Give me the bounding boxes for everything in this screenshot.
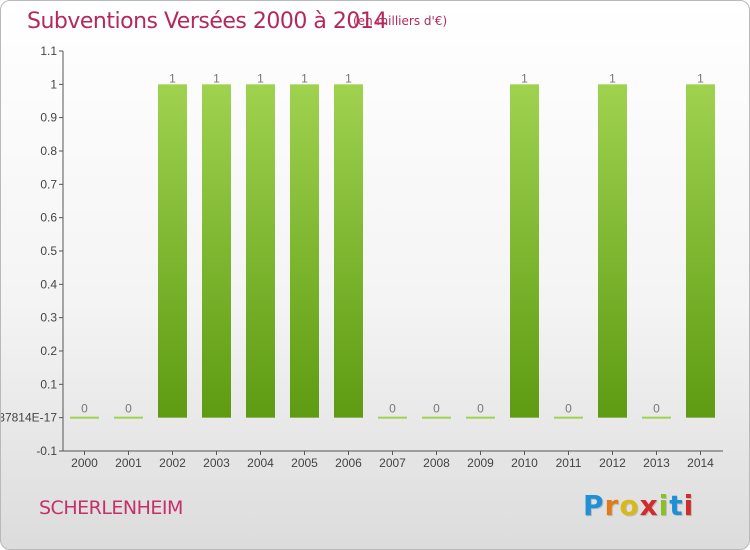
- bar: [642, 416, 671, 419]
- y-tick-label: 0.4: [40, 277, 57, 291]
- x-tick-label: 2002: [159, 456, 186, 470]
- y-tick-label: 0.7: [40, 177, 57, 191]
- y-tick-label: 0.2: [40, 344, 57, 358]
- x-tick-label: 2003: [203, 456, 230, 470]
- x-tick-label: 2008: [423, 456, 450, 470]
- y-tick-label: -0.1: [36, 444, 57, 458]
- commune-name: SCHERLENHEIM: [39, 497, 183, 519]
- bar: [158, 84, 187, 418]
- logo-letter: i: [683, 489, 695, 522]
- logo-letter: o: [619, 489, 640, 522]
- bar: [290, 84, 319, 418]
- data-label: 1: [609, 71, 616, 85]
- bar: [378, 416, 407, 419]
- data-label: 1: [213, 71, 220, 85]
- unit-note: (en milliers d'€): [353, 14, 448, 28]
- x-tick-label: 2013: [643, 456, 670, 470]
- x-tick-label: 2000: [71, 456, 98, 470]
- bar: [114, 416, 143, 419]
- y-tick-label: 0.8: [40, 144, 57, 158]
- data-label: 0: [433, 402, 440, 416]
- x-tick-label: 2005: [291, 456, 318, 470]
- data-label: 1: [257, 71, 264, 85]
- data-label: 1: [301, 71, 308, 85]
- data-label: 0: [81, 402, 88, 416]
- data-label: 0: [477, 402, 484, 416]
- x-tick-label: 2001: [115, 456, 142, 470]
- data-label: 1: [521, 71, 528, 85]
- bar: [554, 416, 583, 419]
- logo-letter: i: [658, 489, 670, 522]
- data-label: 0: [125, 402, 132, 416]
- x-tick-label: 2012: [599, 456, 626, 470]
- y-tick-label: 0.9: [40, 111, 57, 125]
- bar: [510, 84, 539, 418]
- chart-title: Subventions Versées 2000 à 2014: [27, 9, 387, 34]
- bar: [202, 84, 231, 418]
- y-tick-label: 1.1: [40, 44, 57, 58]
- bar: [686, 84, 715, 418]
- bar: [422, 416, 451, 419]
- y-tick-label: 0.6: [40, 211, 57, 225]
- proxiti-logo: Proxiti: [583, 489, 694, 522]
- x-tick-label: 2009: [467, 456, 494, 470]
- y-tick-label: 0.3: [40, 311, 57, 325]
- bar: [246, 84, 275, 418]
- logo-letter: P: [583, 489, 605, 522]
- bar: [334, 84, 363, 418]
- bar: [598, 84, 627, 418]
- x-tick-label: 2011: [556, 456, 582, 470]
- y-tick-label: 1.387814E-17: [1, 411, 57, 425]
- x-tick-label: 2006: [335, 456, 362, 470]
- x-tick-label: 2014: [687, 456, 714, 470]
- y-tick-label: 1: [50, 77, 57, 91]
- data-label: 1: [169, 71, 176, 85]
- data-label: 0: [389, 402, 396, 416]
- bar: [466, 416, 495, 419]
- data-label: 1: [697, 71, 704, 85]
- y-tick-label: 0.1: [40, 377, 57, 391]
- x-tick-label: 2010: [511, 456, 538, 470]
- data-label: 0: [565, 402, 572, 416]
- x-tick-label: 2004: [247, 456, 274, 470]
- x-tick-label: 2007: [379, 456, 406, 470]
- bar: [70, 416, 99, 419]
- logo-letter: r: [604, 489, 620, 522]
- logo-letter: x: [639, 489, 659, 522]
- y-tick-label: 0.5: [40, 244, 57, 258]
- data-label: 1: [345, 71, 352, 85]
- data-label: 0: [653, 402, 660, 416]
- logo-letter: t: [669, 489, 684, 522]
